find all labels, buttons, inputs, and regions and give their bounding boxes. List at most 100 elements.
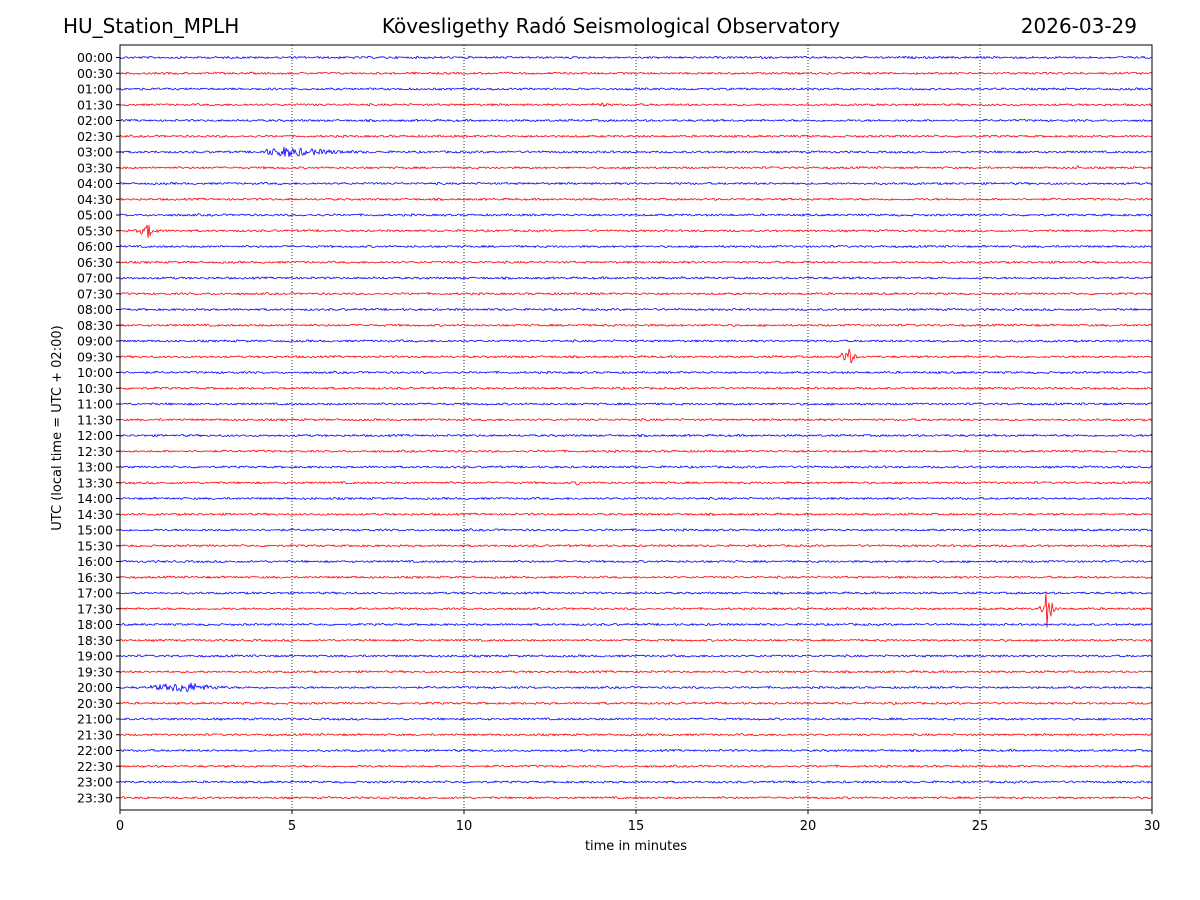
y-tick-label: 18:30 [77,633,113,648]
trace-0430 [119,197,1153,201]
trace-1400 [119,496,1153,501]
y-tick-label: 04:30 [77,192,113,207]
y-tick-label: 14:30 [77,507,113,522]
y-tick-label: 20:30 [77,696,113,711]
trace-1300 [119,465,1153,469]
y-tick-label: 23:00 [77,775,113,790]
station-name: HU_Station_MPLH [63,14,240,38]
y-tick-label: 01:00 [77,82,113,97]
chart-title: Kövesligethy Radó Seismological Observat… [381,14,841,38]
trace-0100 [119,87,1153,91]
y-tick-label: 21:00 [77,712,113,727]
trace-1630 [119,575,1153,579]
trace-2330 [119,796,1153,800]
y-tick-label: 10:30 [77,381,113,396]
y-tick-label: 02:00 [77,113,113,128]
y-tick-label: 08:30 [77,318,113,333]
trace-1430 [119,512,1153,516]
vertical-grid [291,45,981,810]
y-tick-label: 00:30 [77,66,113,81]
y-tick-label: 12:30 [77,444,113,459]
y-tick-label: 01:30 [77,97,113,112]
y-tick-label: 06:00 [77,239,113,254]
x-axis-ticks: 0 5 10 15 20 25 30 [116,810,1160,834]
y-tick-label: 11:00 [77,397,113,412]
trace-0400 [119,181,1153,186]
trace-1030 [119,386,1153,390]
trace-1230 [119,449,1153,453]
trace-0030 [119,71,1153,75]
trace-0000 [119,55,1153,60]
y-tick-label: 21:30 [77,727,113,742]
trace-2200 [119,748,1153,753]
y-tick-label: 23:30 [77,790,113,805]
trace-1800 [119,622,1153,627]
trace-1600 [119,559,1153,564]
trace-2230 [119,764,1153,768]
trace-0330 [119,165,1153,170]
trace-2300 [119,780,1153,784]
y-tick-label: 17:30 [77,601,113,616]
y-tick-label: 13:00 [77,460,113,475]
trace-0630 [119,260,1153,264]
y-tick-label: 03:00 [77,145,113,160]
trace-0530 [119,224,1153,239]
y-tick-label: 18:00 [77,617,113,632]
trace-0700 [120,276,1153,280]
trace-1900 [119,654,1153,658]
trace-1000 [119,370,1153,375]
x-axis-label: time in minutes [585,839,687,854]
y-tick-label: 05:30 [77,223,113,238]
trace-1200 [119,433,1153,438]
trace-2030 [119,701,1153,705]
y-tick-label: 06:30 [77,255,113,270]
trace-1830 [119,638,1153,642]
y-tick-label: 07:00 [77,271,113,286]
trace-1500 [119,528,1153,532]
x-tick-label: 30 [1144,819,1161,834]
y-axis-ticks: 00:0000:3001:0001:3002:0002:3003:0003:30… [77,50,120,805]
x-tick-label: 20 [800,819,817,834]
trace-1100 [119,402,1153,406]
x-tick-label: 5 [288,819,296,834]
x-tick-label: 15 [628,819,645,834]
trace-1130 [119,418,1153,422]
chart-date: 2026-03-29 [1020,14,1137,38]
x-tick-label: 0 [116,819,124,834]
trace-0830 [119,323,1153,327]
y-tick-label: 16:00 [77,554,113,569]
y-tick-label: 08:00 [77,302,113,317]
y-tick-label: 22:30 [77,759,113,774]
trace-0130 [119,102,1153,107]
y-tick-label: 10:00 [77,365,113,380]
trace-2100 [119,717,1153,721]
trace-0300 [119,146,1153,158]
y-tick-label: 15:00 [77,523,113,538]
y-tick-label: 04:00 [77,176,113,191]
y-tick-label: 17:00 [77,586,113,601]
y-tick-label: 22:00 [77,743,113,758]
trace-0900 [119,339,1153,343]
y-tick-label: 05:00 [77,208,113,223]
y-tick-label: 19:00 [77,649,113,664]
trace-1700 [119,591,1153,595]
y-tick-label: 12:00 [77,428,113,443]
trace-0800 [119,307,1153,312]
trace-0200 [119,118,1153,123]
trace-1930 [119,670,1153,674]
y-tick-label: 09:30 [77,349,113,364]
y-tick-label: 13:30 [77,475,113,490]
x-tick-label: 25 [972,819,989,834]
y-tick-label: 07:30 [77,286,113,301]
y-tick-label: 16:30 [77,570,113,585]
y-tick-label: 03:30 [77,160,113,175]
y-tick-label: 14:00 [77,491,113,506]
y-tick-label: 19:30 [77,664,113,679]
trace-2000 [119,682,1153,693]
trace-0230 [119,134,1153,138]
trace-0730 [119,292,1153,296]
y-tick-label: 11:30 [77,412,113,427]
trace-1330 [119,481,1153,486]
trace-1730 [119,591,1153,628]
